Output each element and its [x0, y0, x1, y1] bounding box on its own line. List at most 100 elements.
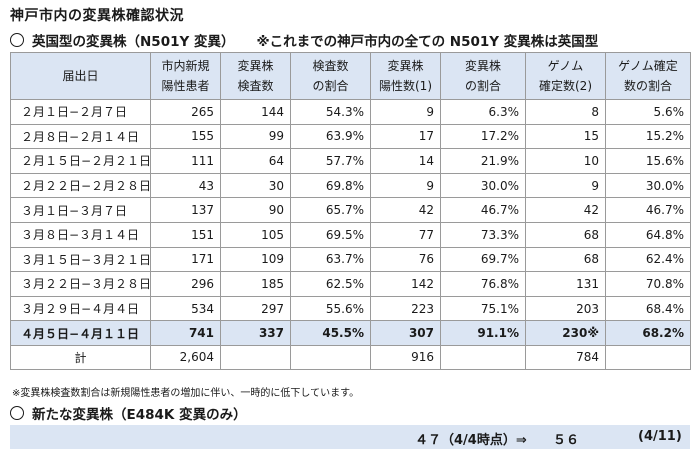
column-header: 市内新規 陽性患者: [150, 52, 221, 100]
value-cell: 63.9%: [290, 123, 371, 150]
value-cell: 15: [525, 123, 606, 150]
table-row: ２月２２日−２月２８日 43 30 69.8% 9 30.0% 9 30.0%: [10, 172, 691, 199]
column-header-line: の割合: [312, 79, 349, 93]
e484k-summary-bar: ４７（4/4時点）⇒ ５６ (4/11): [10, 425, 690, 449]
table-row: ３月１日−３月７日 137 90 65.7% 42 46.7% 42 46.7%: [10, 197, 691, 223]
value-cell: 9: [370, 99, 441, 125]
value-cell: 54.3%: [290, 99, 371, 125]
column-header-line: 陽性数(1): [379, 79, 432, 93]
table-row: ２月１日−２月７日 265 144 54.3% 9 6.3% 8 5.6%: [10, 99, 691, 125]
value-cell: 64: [220, 148, 291, 174]
column-header: 変異株陽性数(1): [370, 52, 441, 100]
table-row: ３月２２日−３月２８日 296 185 62.5% 142 76.8% 131 70.8%: [10, 271, 691, 297]
value-cell: 155: [150, 123, 221, 150]
total-cell: 784: [525, 344, 606, 370]
e484k-date: (4/11): [638, 429, 682, 444]
circle-bullet-icon: [10, 406, 24, 420]
uk-variant-note: ※これまでの神戸市内の全ての N501Y 変異株は英国型: [256, 34, 599, 50]
table-body: ２月１日−２月７日 265 144 54.3% 9 6.3% 8 5.6% ２月８日−２月１４日…: [10, 99, 691, 370]
value-cell: 90: [220, 197, 291, 223]
value-cell: 142: [370, 271, 441, 297]
total-label: 計: [10, 344, 151, 370]
period-cell: ３月８日−３月１４日: [10, 221, 151, 248]
value-cell: 63.7%: [290, 246, 371, 273]
column-header-line: 変異株: [464, 59, 501, 73]
column-header: 変異株 の割合: [440, 52, 526, 100]
value-cell: 15.2%: [605, 123, 691, 150]
table-row: ３月８日−３月１４日 151 105 69.5% 77 73.3% 68 64.8%: [10, 221, 691, 248]
value-cell: 68: [525, 221, 606, 248]
value-cell: 55.6%: [290, 295, 371, 322]
value-cell: 8: [525, 99, 606, 125]
value-cell: 297: [220, 295, 291, 322]
column-header-line: の割合: [464, 79, 501, 93]
value-cell: 30.0%: [440, 172, 526, 199]
column-header: 届出日: [10, 52, 151, 100]
value-cell: 46.7%: [605, 197, 691, 223]
value-cell: 68: [525, 246, 606, 273]
value-cell: 203: [525, 295, 606, 322]
value-cell: 21.9%: [440, 148, 526, 174]
column-header-line: ゲノム確定: [618, 59, 678, 73]
value-cell: 105: [220, 221, 291, 248]
value-cell: 337: [220, 320, 291, 346]
column-header: ゲノム確定 数の割合: [605, 52, 691, 100]
total-cell: [440, 344, 526, 370]
value-cell: 42: [525, 197, 606, 223]
value-cell: 144: [220, 99, 291, 125]
period-cell: ２月２２日−２月２８日: [10, 172, 151, 199]
e484k-current-count: ５６: [553, 433, 580, 448]
period-cell: ４月５日−４月１１日: [10, 320, 151, 346]
value-cell: 70.8%: [605, 271, 691, 297]
value-cell: 77: [370, 221, 441, 248]
value-cell: 111: [150, 148, 221, 174]
value-cell: 62.5%: [290, 271, 371, 297]
value-cell: 68.4%: [605, 295, 691, 322]
period-cell: ３月２９日−４月４日: [10, 295, 151, 322]
value-cell: 76.8%: [440, 271, 526, 297]
circle-bullet-icon: [10, 33, 24, 47]
value-cell: 109: [220, 246, 291, 273]
column-header: ゲノム 確定数(2): [525, 52, 606, 100]
uk-variant-section-heading: 英国型の変異株（N501Y 変異） ※これまでの神戸市内の全ての N501Y 変異…: [10, 30, 598, 50]
value-cell: 69.8%: [290, 172, 371, 199]
value-cell: 185: [220, 271, 291, 297]
value-cell: 65.7%: [290, 197, 371, 223]
e484k-previous-count: ４７（4/4時点）⇒: [415, 433, 527, 448]
total-cell: 916: [370, 344, 441, 370]
table-row: ３月２９日−４月４日 534 297 55.6% 223 75.1% 203 68.4%: [10, 295, 691, 322]
value-cell: 296: [150, 271, 221, 297]
column-header-line: 届出日: [62, 69, 99, 83]
column-header-line: 陽性患者: [161, 79, 210, 93]
variant-table: 届出日 市内新規 陽性患者 変異株 検査数 検査数 の割合 変異株 陽性数(1) 変異株 の割合 ゲノ…: [10, 52, 691, 370]
value-cell: 131: [525, 271, 606, 297]
total-cell: [220, 344, 291, 370]
value-cell: 99: [220, 123, 291, 150]
column-header: 検査数 の割合: [290, 52, 371, 100]
value-cell: 30.0%: [605, 172, 691, 199]
value-cell: 45.5%: [290, 320, 371, 346]
value-cell: 30: [220, 172, 291, 199]
table-header: 届出日 市内新規 陽性患者 変異株 検査数 検査数 の割合 変異株 陽性数(1) 変異株 の割合 ゲノ…: [10, 52, 691, 100]
table-row: ３月１５日−３月２１日 171 109 63.7% 76 69.7% 68 62.4%: [10, 246, 691, 273]
table-row: ４月５日−４月１１日 741 337 45.5% 307 91.1% 230※ 68.2%: [10, 320, 691, 346]
value-cell: 5.6%: [605, 99, 691, 125]
value-cell: 15.6%: [605, 148, 691, 174]
value-cell: 43: [150, 172, 221, 199]
column-header-line: 変異株: [237, 59, 274, 73]
page-title: 神戸市内の変異株確認状況: [10, 8, 184, 24]
value-cell: 307: [370, 320, 441, 346]
total-cell: [290, 344, 371, 370]
value-cell: 68.2%: [605, 320, 691, 346]
value-cell: 73.3%: [440, 221, 526, 248]
value-cell: 741: [150, 320, 221, 346]
value-cell: 64.8%: [605, 221, 691, 248]
value-cell: 10: [525, 148, 606, 174]
period-cell: ３月２２日−３月２８日: [10, 271, 151, 297]
value-cell: 151: [150, 221, 221, 248]
uk-variant-heading: 英国型の変異株（N501Y 変異）: [32, 34, 235, 50]
value-cell: 171: [150, 246, 221, 273]
value-cell: 223: [370, 295, 441, 322]
value-cell: 62.4%: [605, 246, 691, 273]
column-header-line: 変異株: [387, 59, 424, 73]
